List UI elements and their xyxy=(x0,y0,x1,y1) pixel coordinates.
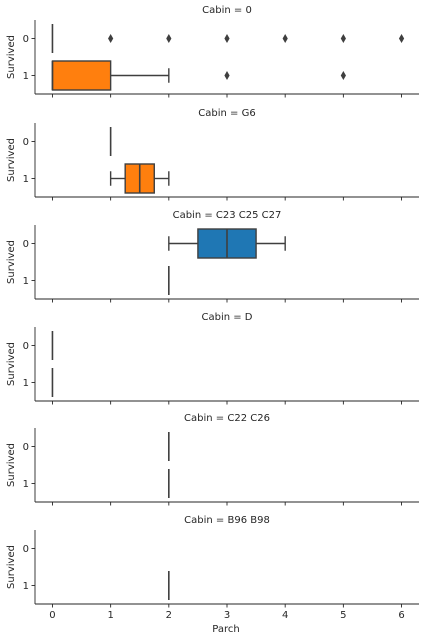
y-tick-label: 0 xyxy=(23,239,29,250)
x-tick-label: 4 xyxy=(282,610,288,621)
facet-panel: Cabin = C23 C25 C27 0 1 Survived xyxy=(6,210,419,303)
iqr-box xyxy=(51,60,112,91)
y-tick-label: 1 xyxy=(23,71,29,82)
outlier-point xyxy=(340,71,346,80)
y-tick-label: 0 xyxy=(23,34,29,45)
panel-title: Cabin = G6 xyxy=(198,108,255,119)
y-tick-label: 1 xyxy=(23,479,29,490)
y-axis-label: Survived xyxy=(6,342,17,386)
x-tick-label: 2 xyxy=(166,610,172,621)
x-axis-label: Parch xyxy=(212,624,239,635)
panel-title: Cabin = 0 xyxy=(202,5,252,16)
outlier-point xyxy=(108,34,114,43)
box-survived-1 xyxy=(51,60,346,91)
y-tick-label: 0 xyxy=(23,442,29,453)
facet-panel: Cabin = 0 0 1 Survived xyxy=(6,5,419,98)
outlier-point xyxy=(224,71,230,80)
facet-panel: Cabin = D 0 1 Survived xyxy=(6,312,419,405)
outlier-point xyxy=(224,34,230,43)
panel-title: Cabin = C22 C26 xyxy=(184,413,270,424)
x-tick-label: 3 xyxy=(224,610,230,621)
y-tick-label: 1 xyxy=(23,174,29,185)
y-tick-label: 1 xyxy=(23,581,29,592)
box-survived-0 xyxy=(168,228,286,259)
x-tick-label: 0 xyxy=(49,610,55,621)
y-tick-label: 0 xyxy=(23,341,29,352)
facet-panel: Cabin = B96 B98 0 1 Survived 0 1 2 3 4 5 6 xyxy=(6,515,419,621)
y-axis-label: Survived xyxy=(6,240,17,284)
panel-title: Cabin = B96 B98 xyxy=(184,515,270,526)
y-tick-label: 0 xyxy=(23,544,29,555)
outlier-point xyxy=(340,34,346,43)
outlier-point xyxy=(166,34,172,43)
panel-title: Cabin = C23 C25 C27 xyxy=(173,210,282,221)
y-axis-label: Survived xyxy=(6,545,17,589)
box-survived-0 xyxy=(51,24,405,53)
outlier-point xyxy=(282,34,288,43)
x-tick-label: 1 xyxy=(107,610,113,621)
panel-title: Cabin = D xyxy=(201,312,252,323)
box-survived-1 xyxy=(109,163,170,194)
x-tick-label: 6 xyxy=(398,610,404,621)
y-tick-label: 0 xyxy=(23,137,29,148)
facet-panel: Cabin = G6 0 1 Survived xyxy=(6,108,419,201)
outlier-point xyxy=(398,34,405,43)
y-tick-label: 1 xyxy=(23,276,29,287)
x-tick-label: 5 xyxy=(340,610,346,621)
y-axis-label: Survived xyxy=(6,138,17,182)
y-axis-label: Survived xyxy=(6,443,17,487)
facet-panel: Cabin = C22 C26 0 1 Survived xyxy=(6,413,419,506)
y-axis-label: Survived xyxy=(6,35,17,79)
y-tick-label: 1 xyxy=(23,378,29,389)
